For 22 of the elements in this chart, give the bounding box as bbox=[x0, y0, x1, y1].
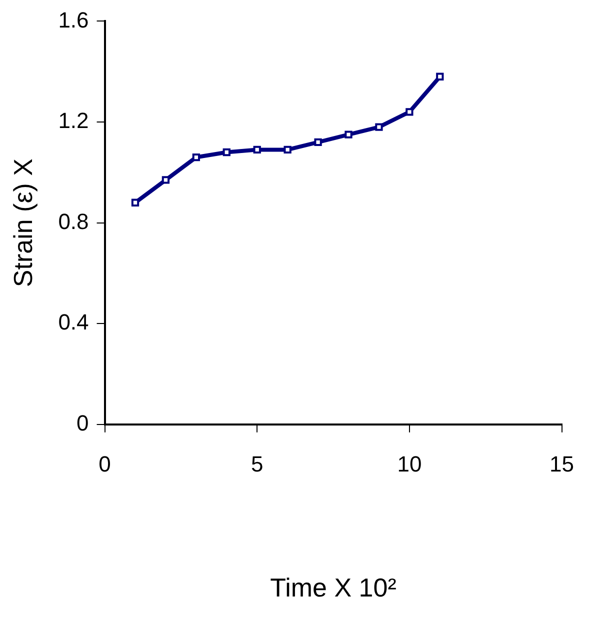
y-tick-label: 0.4 bbox=[58, 310, 89, 335]
y-tick-label: 0.8 bbox=[58, 208, 89, 234]
y-tick-label: 0 bbox=[76, 410, 89, 436]
point bbox=[375, 123, 383, 131]
point bbox=[436, 72, 444, 80]
point bbox=[192, 153, 200, 162]
point bbox=[162, 176, 170, 184]
y-tick-label: 1.2 bbox=[58, 108, 89, 134]
point bbox=[344, 130, 352, 138]
y-tick-label: 1.6 bbox=[58, 7, 89, 32]
x-axis-title: Time X 10² bbox=[270, 572, 397, 603]
y-axis-title: Strain (ε) X bbox=[8, 158, 38, 288]
point bbox=[406, 108, 414, 116]
point bbox=[314, 138, 322, 146]
point bbox=[222, 148, 230, 156]
point bbox=[131, 198, 140, 206]
x-tick-label: 10 bbox=[397, 452, 422, 477]
x-tick-label: 5 bbox=[250, 452, 264, 477]
x-tick-label: 0 bbox=[98, 452, 111, 477]
point bbox=[284, 146, 292, 154]
point bbox=[253, 146, 261, 154]
x-tick-label: 15 bbox=[550, 452, 574, 477]
